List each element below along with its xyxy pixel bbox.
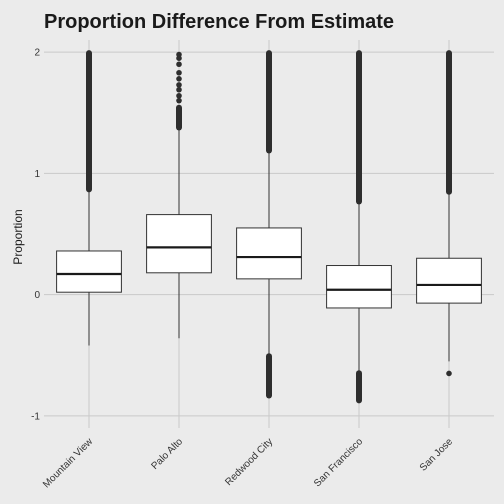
outlier-point (446, 370, 452, 377)
outlier-band (266, 50, 272, 154)
x-tick-label: Mountain View (41, 436, 96, 491)
y-tick-label: -1 (31, 411, 40, 422)
chart-title: Proportion Difference From Estimate (44, 11, 394, 33)
outlier-point (176, 76, 182, 82)
y-tick-label: 0 (34, 290, 40, 301)
y-axis-label: Proportion (11, 209, 25, 264)
boxes (56, 50, 482, 404)
outlier-point (176, 51, 182, 58)
y-tick-label: 1 (34, 169, 40, 180)
outlier-band (86, 50, 92, 193)
x-tick-label: Palo Alto (149, 436, 185, 472)
outlier-point (176, 82, 182, 88)
x-tick-label: San Jose (418, 436, 456, 474)
outlier-band (176, 104, 182, 131)
iqr-box (236, 227, 302, 280)
outlier-band (356, 50, 362, 205)
x-tick-labels: Mountain View Palo Alto Redwood City San Fr… (41, 436, 455, 491)
iqr-box (326, 265, 392, 309)
iqr-box (146, 214, 212, 274)
x-tick-label: Redwood City (223, 436, 275, 488)
iqr-box (56, 250, 122, 293)
outlier-point (176, 69, 182, 76)
outlier-point (176, 97, 182, 104)
outlier-band (446, 50, 452, 195)
outlier-band (356, 370, 362, 404)
outlier-band (266, 353, 272, 399)
y-tick-labels: -1 0 1 2 (31, 48, 40, 423)
box-san-jose (416, 50, 482, 377)
iqr-box (416, 257, 482, 304)
outlier-point (176, 61, 182, 68)
outlier-point (176, 92, 182, 99)
x-tick-label: San Francisco (312, 436, 365, 489)
box-mountain-view (56, 50, 122, 346)
box-redwood-city (236, 50, 302, 399)
box-palo-alto (146, 51, 212, 339)
y-tick-label: 2 (34, 48, 40, 59)
outlier-point (176, 86, 182, 93)
box-san-francisco (326, 50, 392, 404)
